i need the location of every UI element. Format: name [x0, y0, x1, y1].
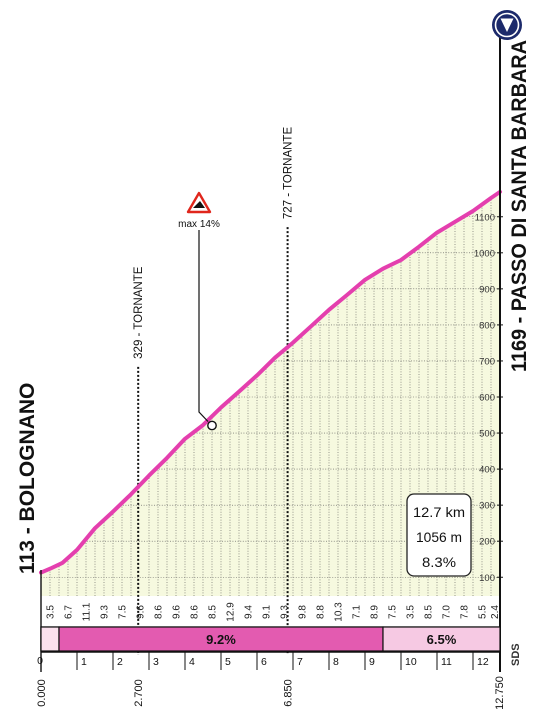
y-tick-label: 700: [479, 356, 495, 367]
tornante-label: 329 - TORNANTE: [133, 266, 145, 359]
max-gradient-label: max 14%: [178, 219, 220, 230]
segment-gradient-label: 9.3: [280, 605, 291, 619]
x-tick-label: 8: [333, 656, 339, 668]
y-tick-label: 800: [479, 320, 495, 331]
segment-gradient-label: 8.5: [424, 605, 435, 619]
tornante-km-label: 2.700: [133, 679, 145, 707]
segment-gradient-label: 5.5: [478, 605, 489, 619]
segment-gradient-label: 8.6: [190, 605, 201, 619]
profile-line: [39, 189, 502, 575]
x-tick-label: 7: [297, 656, 303, 668]
segment-gradient-label: 7.5: [388, 605, 399, 619]
segment-gradient-label: 12.9: [226, 602, 237, 622]
segment-gradient-label: 10.3: [334, 602, 345, 622]
max-gradient-callout: max 14%: [178, 191, 220, 230]
y-tick-label: 900: [479, 284, 495, 295]
x-tick-label: 2: [117, 656, 123, 668]
finish-badge-icon: [492, 10, 522, 40]
gradient-band-layer: 9.2% 6.5%: [40, 626, 501, 652]
segment-gradient-label: 3.5: [46, 605, 57, 619]
stats-box: 12.7 km 1056 m 8.3%: [406, 493, 472, 577]
x-tick-label: 3: [153, 656, 159, 668]
stats-average-gradient: 8.3%: [422, 554, 456, 570]
segment-gradient-label: 9.4: [244, 605, 255, 619]
profile-fill-layer: [41, 191, 500, 596]
x-tick-label: 4: [189, 656, 195, 668]
segment-gradient-label: 9.1: [262, 605, 273, 619]
segment-gradient-label: 9.6: [172, 605, 183, 619]
gradient-band-label: 6.5%: [427, 632, 457, 647]
segment-gradient-label: 7.8: [460, 605, 471, 619]
segment-gradient-label: 9.8: [298, 605, 309, 619]
y-tick-label: 1100: [475, 212, 495, 223]
y-tick-label: 200: [479, 537, 495, 548]
segment-gradient-label: 7.0: [442, 605, 453, 619]
x-tick-label: 9: [369, 656, 375, 668]
segment-gradient-label: 7.1: [352, 605, 363, 619]
segment-gradient-label: 8.5: [208, 605, 219, 619]
stats-distance: 12.7 km: [413, 504, 465, 520]
y-tick-label: 300: [479, 501, 495, 512]
y-tick-label: 400: [479, 465, 495, 476]
start-km-label: 0.000: [36, 679, 48, 707]
x-tick-label: 0: [37, 655, 43, 667]
segment-gradient-label: 2.4: [490, 605, 501, 619]
gradient-band-label: 9.2%: [206, 632, 236, 647]
x-tick-label: 5: [225, 656, 231, 668]
gradient-band: [382, 626, 501, 652]
max-gradient-point: [207, 420, 217, 431]
segment-gradient-label: 9.6: [136, 605, 147, 619]
max-gradient-leader: [198, 230, 209, 422]
y-tick-label: 1000: [474, 248, 495, 259]
y-tick-label: 500: [479, 429, 495, 440]
tornante-km-label: 6.850: [283, 679, 295, 707]
x-tick-label: 1: [81, 656, 87, 668]
x-tick-label: 6: [261, 656, 267, 668]
y-tick-label: 600: [479, 393, 495, 404]
finish-label: 1169 - PASSO DI SANTA BARBARA: [508, 40, 531, 372]
gradient-band: [58, 626, 384, 652]
finish-km-label: 12.750: [494, 676, 506, 710]
x-tick-label: 10: [405, 656, 417, 668]
x-tick-label: 12: [477, 656, 489, 668]
stats-climb: 1056 m: [416, 529, 462, 545]
segment-gradient-label: 8.9: [370, 605, 381, 619]
segment-gradient-label: 8.6: [154, 605, 165, 619]
segment-gradient-label: 11.1: [82, 602, 93, 621]
profile-line-layer: [39, 189, 502, 575]
segment-gradient-label: 6.7: [64, 605, 75, 619]
segment-gradient-label: 9.3: [100, 605, 111, 619]
start-label: 113 - BOLOGNANO: [16, 383, 39, 574]
profile-area: [41, 191, 500, 596]
segment-gradient-label: 3.5: [406, 605, 417, 619]
gradient-band: [40, 626, 60, 652]
sds-code: SDS: [510, 643, 522, 666]
y-tick-label: 100: [479, 573, 495, 584]
segment-gradient-label: 8.8: [316, 605, 327, 619]
marker-layer: 329 - TORNANTE 2.700 727 - TORNANTE 6.850: [133, 127, 294, 707]
segment-gradient-label: 7.5: [118, 605, 129, 619]
x-tick-label: 11: [441, 656, 452, 668]
tornante-label: 727 - TORNANTE: [283, 127, 295, 220]
